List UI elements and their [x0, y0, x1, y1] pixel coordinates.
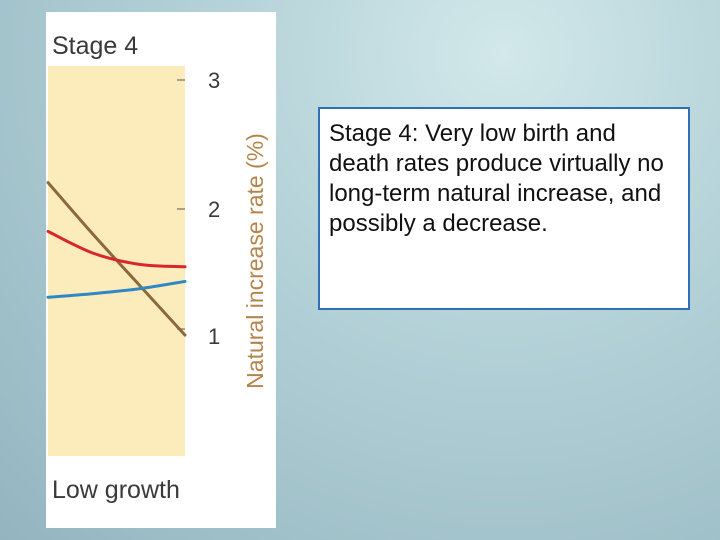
y-tick-label: 1 — [208, 324, 220, 349]
x-axis-label: Low growth — [52, 476, 180, 504]
y-tick-label: 3 — [208, 68, 220, 93]
chart-svg: Stage 4 3 2 1 Natural increase rate (%) … — [46, 32, 268, 504]
series-line-2 — [46, 229, 187, 269]
series-layer — [46, 181, 187, 337]
caption-text: Stage 4: Very low birth and death rates … — [329, 120, 664, 237]
chart-panel: Stage 4 3 2 1 Natural increase rate (%) … — [46, 12, 276, 528]
series-line-3 — [46, 279, 187, 299]
y-axis-label: Natural increase rate (%) — [242, 133, 268, 389]
y-tick-label: 2 — [208, 197, 220, 222]
caption-box: Stage 4: Very low birth and death rates … — [318, 107, 690, 310]
chart-title: Stage 4 — [52, 32, 138, 60]
